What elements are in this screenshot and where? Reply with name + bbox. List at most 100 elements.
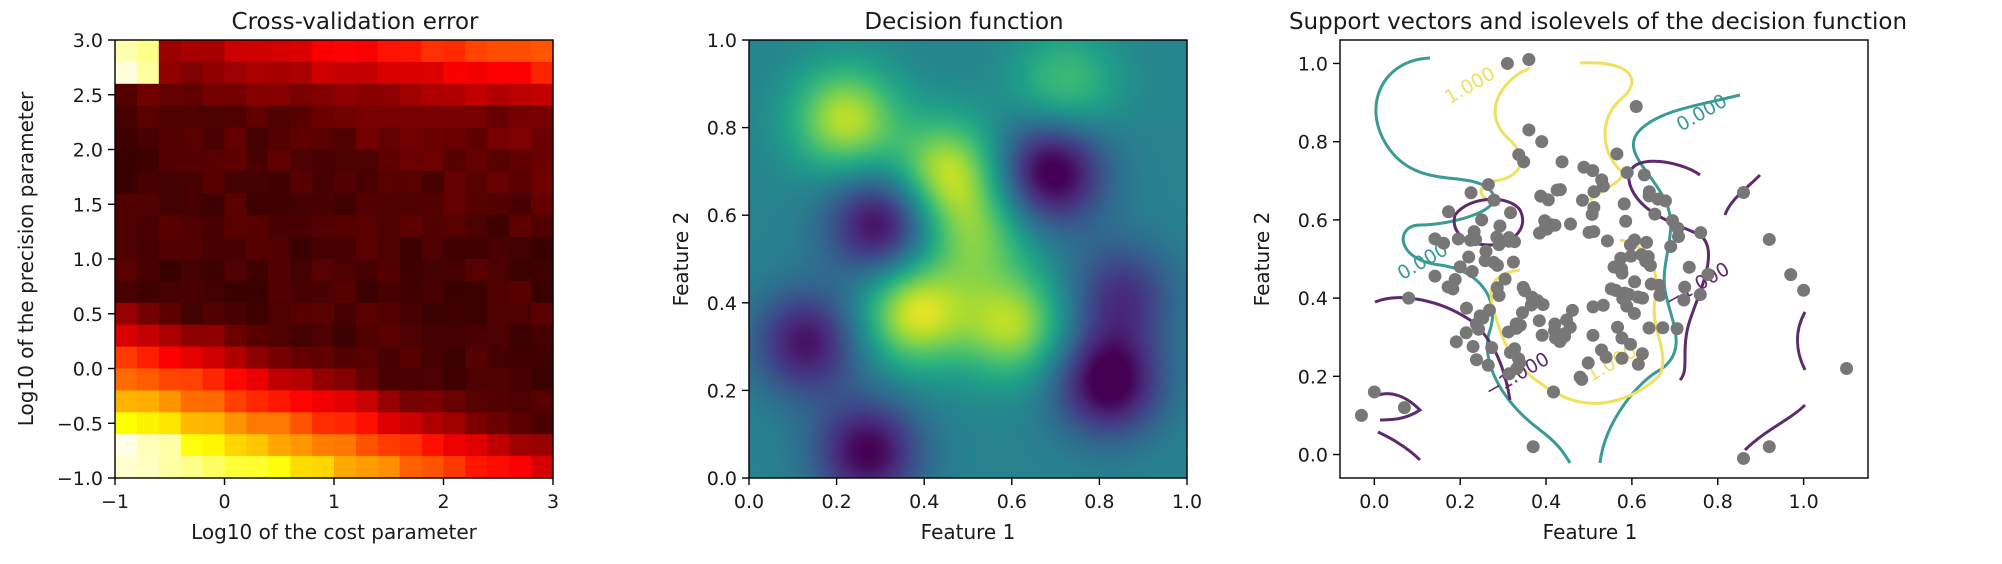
heatmap-cell — [399, 434, 423, 457]
heatmap-cell — [180, 456, 204, 479]
heatmap-cell — [290, 456, 313, 479]
heatmap-cell — [399, 149, 423, 172]
heatmap-cell — [224, 61, 247, 85]
heatmap-cell — [509, 346, 532, 370]
support-vector-point — [1442, 205, 1456, 219]
heatmap-cell — [377, 83, 401, 107]
heatmap-cell — [268, 390, 291, 413]
heatmap-cell — [224, 346, 247, 370]
support-vector-point — [1428, 269, 1442, 283]
heatmap-cell — [465, 61, 488, 85]
heatmap-cell — [509, 237, 532, 260]
support-vector-point — [1498, 272, 1512, 286]
heatmap-cell — [421, 390, 445, 413]
y-tick-label: 3.0 — [73, 30, 103, 52]
heatmap-cell — [202, 61, 226, 85]
heatmap-cell — [158, 237, 182, 260]
support-vector-point — [1682, 260, 1696, 274]
support-vector-point — [1481, 358, 1495, 372]
support-vector-point — [1428, 232, 1442, 246]
support-vector-point — [1459, 301, 1473, 315]
heatmap-cell — [465, 193, 488, 216]
heatmap-cell — [158, 346, 182, 370]
heatmap-cell — [180, 83, 204, 107]
heatmap-cell — [443, 390, 466, 413]
heatmap-cell — [312, 193, 335, 216]
heatmap-cell — [224, 456, 247, 479]
heatmap-cell — [312, 259, 335, 282]
support-vector-point — [1451, 232, 1465, 246]
x-tick-label: 0.6 — [997, 491, 1027, 513]
support-vector-point — [1620, 299, 1634, 313]
heatmap-cell — [136, 61, 160, 85]
heatmap-cell — [224, 215, 247, 238]
heatmap-cell — [509, 215, 532, 238]
heatmap-cell — [158, 259, 182, 282]
heatmap-cell — [443, 456, 466, 479]
heatmap-cell — [531, 171, 554, 194]
heatmap-cell — [334, 259, 357, 282]
heatmap-cell — [158, 280, 182, 304]
heatmap-cell — [487, 280, 510, 304]
support-vector-point — [1575, 193, 1589, 207]
heatmap-cell — [224, 149, 247, 172]
support-vector-point — [1522, 53, 1536, 67]
heatmap-cell — [312, 61, 335, 85]
support-vector-point — [1762, 440, 1776, 454]
heatmap-cell — [115, 280, 138, 304]
support-vector-point — [1678, 280, 1692, 294]
support-vector-point — [1619, 214, 1633, 228]
support-vector-point — [1581, 356, 1595, 370]
support-vector-point — [1553, 333, 1567, 347]
support-vector-point — [1586, 164, 1600, 178]
heatmap-cell — [224, 390, 247, 413]
support-vector-point — [1459, 326, 1473, 340]
heatmap-cell — [202, 456, 226, 479]
heatmap-cell — [246, 259, 269, 282]
heatmap-cell — [136, 171, 160, 194]
heatmap-cell — [465, 368, 488, 391]
support-vector-point — [1642, 189, 1656, 203]
contour-neg-bottom-right — [1743, 403, 1807, 452]
heatmap-cell — [399, 171, 423, 194]
support-vector-point — [1615, 331, 1629, 345]
heatmap-cell — [531, 215, 554, 238]
heatmap-cell — [377, 61, 401, 85]
heatmap-cell — [421, 105, 445, 129]
heatmap-cell — [334, 105, 357, 129]
heatmap-cell — [355, 434, 379, 457]
heatmap-cell — [312, 149, 335, 172]
heatmap-cell — [312, 171, 335, 194]
heatmap-cell — [334, 40, 357, 63]
heatmap-cell — [268, 302, 291, 326]
support-vector-point — [1512, 148, 1526, 162]
heatmap-cell — [246, 456, 269, 479]
heatmap-cell — [180, 412, 204, 435]
heatmap-cell — [268, 105, 291, 129]
heatmap-cell — [246, 149, 269, 172]
support-vector-point — [1637, 168, 1651, 182]
heatmap-cell — [202, 215, 226, 238]
heatmap-cell — [115, 193, 138, 216]
heatmap-cell — [158, 193, 182, 216]
heatmap-cell — [268, 259, 291, 282]
cv-heatmap — [115, 40, 554, 479]
support-vector-point — [1575, 372, 1589, 386]
heatmap-cell — [399, 324, 423, 348]
support-vector-point — [1762, 232, 1776, 246]
panel-cv-error: Cross-validation error −1 0 1 2 3 −1.0 −0.5 0.… — [14, 9, 559, 544]
heatmap-cell — [180, 368, 204, 391]
heatmap-cell — [136, 83, 160, 107]
heatmap-cell — [531, 105, 554, 129]
heatmap-cell — [202, 368, 226, 391]
support-vector-point — [1354, 408, 1368, 422]
heatmap-cell — [531, 302, 554, 326]
heatmap-cell — [115, 215, 138, 238]
df-image-wrap — [749, 40, 1187, 478]
heatmap-cell — [268, 237, 291, 260]
support-vector-point — [1840, 362, 1854, 375]
heatmap-cell — [355, 171, 379, 194]
heatmap-cell — [136, 324, 160, 348]
support-vector-point — [1701, 268, 1715, 282]
